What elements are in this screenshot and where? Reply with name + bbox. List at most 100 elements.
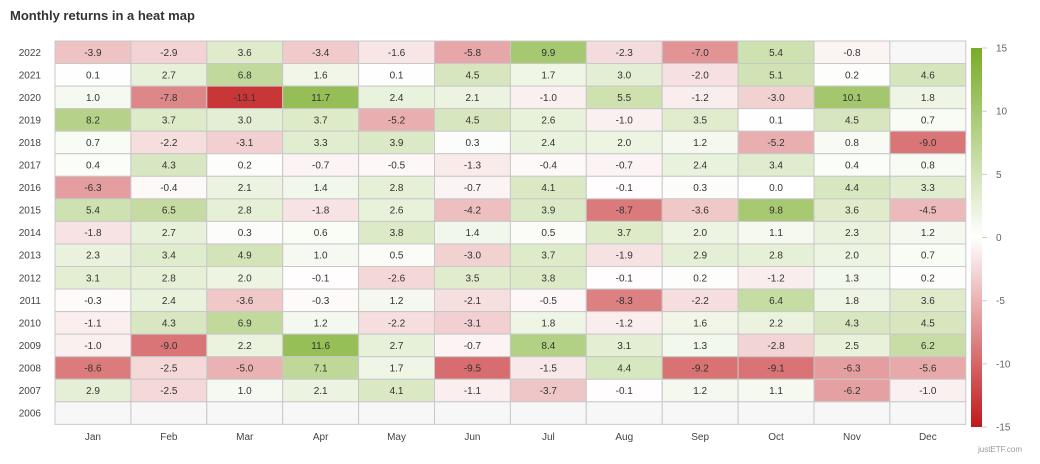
heatmap-cell [54, 401, 132, 425]
cell-value-label: 6.4 [769, 296, 783, 307]
heatmap-cell [282, 401, 360, 425]
cell-value-label: 2.9 [86, 386, 100, 397]
y-tick-label: 2013 [19, 251, 42, 262]
cell-value-label: -6.2 [843, 386, 861, 397]
heatmap-cell [358, 401, 436, 425]
cell-value-label: 4.6 [921, 70, 935, 81]
cell-value-label: -3.6 [692, 206, 710, 217]
cell-value-label: -5.6 [919, 363, 937, 374]
cell-value-label: 2.1 [314, 386, 328, 397]
x-tick-label: Sep [691, 432, 709, 443]
cell-value-label: 2.3 [86, 251, 100, 262]
cell-value-label: 5.4 [769, 48, 783, 59]
cell-value-label: 3.5 [693, 115, 707, 126]
cell-value-label: 2.8 [162, 273, 176, 284]
cell-value-label: -0.5 [540, 296, 558, 307]
cell-value-label: 4.5 [465, 70, 479, 81]
y-tick-label: 2018 [19, 138, 42, 149]
cell-value-label: 1.0 [238, 386, 252, 397]
cell-value-label: 3.1 [86, 273, 100, 284]
cell-value-label: 11.6 [311, 341, 330, 352]
cell-value-label: 3.6 [921, 296, 935, 307]
cell-value-label: 5.4 [86, 206, 100, 217]
cell-value-label: 10.1 [842, 93, 862, 104]
x-tick-label: Mar [236, 432, 254, 443]
y-tick-label: 2014 [19, 228, 42, 239]
x-tick-label: Dec [919, 432, 937, 443]
cell-value-label: 4.5 [465, 115, 479, 126]
cell-value-label: 2.0 [238, 273, 252, 284]
cell-value-label: 0.3 [465, 138, 479, 149]
cell-value-label: 1.4 [314, 183, 328, 194]
cell-value-label: 1.2 [693, 138, 707, 149]
cell-value-label: 2.4 [693, 161, 707, 172]
cell-value-label: -0.3 [312, 296, 330, 307]
cell-value-label: -7.0 [692, 48, 710, 59]
cell-value-label: -8.3 [616, 296, 634, 307]
scale-tick-label: 5 [996, 170, 1002, 181]
cell-value-label: 1.3 [845, 273, 859, 284]
cell-value-label: -0.8 [843, 48, 861, 59]
cell-value-label: 3.5 [465, 273, 479, 284]
cell-value-label: -1.2 [692, 93, 710, 104]
x-tick-label: May [387, 432, 406, 443]
cell-value-label: 4.1 [390, 386, 404, 397]
cell-value-label: 2.7 [162, 228, 176, 239]
cell-value-label: 0.7 [921, 251, 935, 262]
cell-value-label: -0.7 [464, 183, 482, 194]
cell-value-label: -5.2 [388, 115, 406, 126]
cell-value-label: 1.7 [541, 70, 555, 81]
cell-value-label: -3.1 [464, 318, 482, 329]
cell-value-label: 0.1 [390, 70, 404, 81]
cell-value-label: 2.7 [162, 70, 176, 81]
cell-value-label: 6.8 [238, 70, 252, 81]
cell-value-label: 1.8 [845, 296, 859, 307]
cell-value-label: -0.7 [312, 161, 330, 172]
cell-value-label: -2.3 [616, 48, 634, 59]
cell-value-label: -5.2 [767, 138, 785, 149]
y-tick-label: 2016 [19, 183, 42, 194]
cell-value-label: -1.5 [540, 363, 558, 374]
y-tick-label: 2019 [19, 115, 42, 126]
heatmap-cell [661, 401, 739, 425]
y-tick-label: 2017 [19, 161, 42, 172]
heatmap-cells: -3.9 -2.9 3.6 -3.4 -1.6 -5.8 9.9 -2.3 -7.0 5.4 -0.… [54, 40, 967, 425]
cell-value-label: -9.5 [464, 363, 482, 374]
cell-value-label: -1.0 [540, 93, 558, 104]
cell-value-label: -7.8 [160, 93, 178, 104]
cell-value-label: 8.2 [86, 115, 100, 126]
cell-value-label: -4.5 [919, 206, 937, 217]
cell-value-label: -0.1 [616, 386, 634, 397]
cell-value-label: -8.6 [84, 363, 102, 374]
cell-value-label: 0.8 [845, 138, 859, 149]
heatmap-cell [889, 40, 967, 65]
cell-value-label: 3.7 [541, 251, 555, 262]
cell-value-label: 4.5 [845, 115, 859, 126]
heatmap-cell [737, 401, 815, 425]
scale-tick-label: 0 [996, 233, 1002, 244]
y-axis-labels: 2022 2021 2020 2019 2018 2017 2016 2015 2014 2013… [19, 48, 42, 420]
cell-value-label: -2.2 [692, 296, 710, 307]
cell-value-label: -9.1 [767, 363, 785, 374]
x-tick-label: Feb [160, 432, 178, 443]
cell-value-label: -2.0 [692, 70, 710, 81]
cell-value-label: 2.4 [390, 93, 404, 104]
cell-value-label: 0.5 [390, 251, 404, 262]
cell-value-label: -1.0 [616, 115, 634, 126]
heatmap-cell [434, 401, 511, 425]
y-tick-label: 2021 [19, 70, 42, 81]
credit-text: justETF.com [977, 445, 1022, 454]
cell-value-label: -0.4 [540, 161, 558, 172]
cell-value-label: 2.6 [390, 206, 404, 217]
cell-value-label: 0.8 [921, 161, 935, 172]
cell-value-label: 0.6 [314, 228, 328, 239]
cell-value-label: -4.2 [464, 206, 482, 217]
cell-value-label: 9.8 [769, 206, 783, 217]
cell-value-label: -1.3 [464, 161, 482, 172]
cell-value-label: 4.1 [541, 183, 555, 194]
cell-value-label: -0.4 [160, 183, 178, 194]
cell-value-label: 1.2 [693, 386, 707, 397]
cell-value-label: 9.9 [541, 48, 555, 59]
cell-value-label: 1.2 [921, 228, 935, 239]
cell-value-label: 5.5 [617, 93, 631, 104]
